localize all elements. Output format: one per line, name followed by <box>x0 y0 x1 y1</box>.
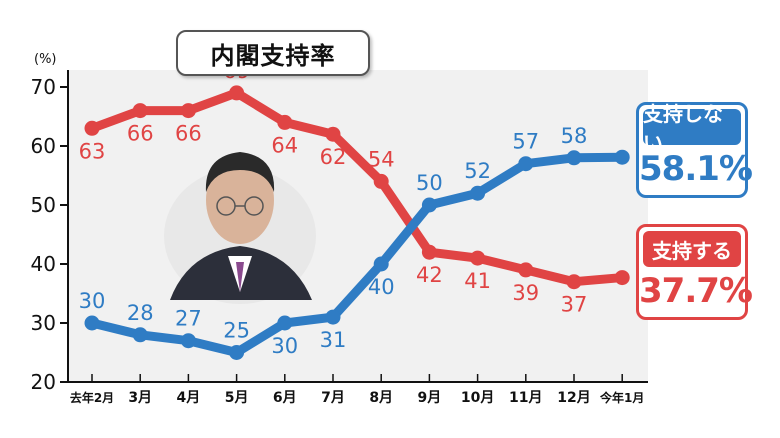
approve-point <box>566 274 582 290</box>
x-tick-label: 12月 <box>557 390 590 406</box>
y-tick-label: 20 <box>31 370 56 394</box>
approve-data-label: 39 <box>512 281 539 305</box>
y-tick-label: 70 <box>31 75 56 99</box>
approve-data-label: 66 <box>127 122 154 146</box>
approve-label: 支持する <box>643 231 741 267</box>
approve-data-label: 66 <box>175 122 202 146</box>
x-tick-label: 10月 <box>461 390 494 406</box>
y-axis-unit: (%) <box>34 52 57 67</box>
disapprove-value: 58.1% <box>639 149 753 189</box>
disapprove-point <box>614 149 630 165</box>
disapprove-point <box>132 327 148 343</box>
x-tick-label: 今年1月 <box>599 390 644 405</box>
disapprove-data-label: 28 <box>127 301 154 325</box>
y-tick-label: 40 <box>31 252 56 276</box>
approve-summary-box: 支持する 37.7% <box>636 224 753 320</box>
approve-point <box>518 262 534 278</box>
chart-title: 内閣支持率 <box>176 30 370 76</box>
approve-data-label: 62 <box>320 145 347 169</box>
approve-data-label: 64 <box>271 133 298 157</box>
approve-point <box>421 244 437 260</box>
approve-data-label: 42 <box>416 263 443 287</box>
approve-series-line <box>87 88 627 287</box>
disapprove-point <box>180 333 196 349</box>
y-tick-label: 60 <box>31 134 56 158</box>
approve-point <box>614 270 630 286</box>
data-labels: 6366666964625442413937302827253031405052… <box>79 59 588 358</box>
x-tick-label: 8月 <box>369 390 393 406</box>
y-tick-label: 30 <box>31 311 56 335</box>
approve-point <box>325 126 341 142</box>
approve-point <box>180 103 196 119</box>
disapprove-data-label: 31 <box>320 328 347 352</box>
disapprove-point <box>373 256 389 272</box>
x-tick-label: 5月 <box>225 390 249 406</box>
approve-point <box>277 114 293 130</box>
x-tick-label: 去年2月 <box>70 390 114 405</box>
x-tick-label: 7月 <box>321 390 345 406</box>
x-tick-label: 6月 <box>273 390 297 406</box>
plot-background <box>68 70 648 382</box>
approve-point <box>132 103 148 119</box>
disapprove-point <box>84 315 100 331</box>
disapprove-point <box>229 345 245 360</box>
x-tick-label: 3月 <box>128 390 152 406</box>
disapprove-point <box>325 309 341 325</box>
disapprove-data-label: 50 <box>416 171 443 195</box>
x-axis: 去年2月 3月 4月 5月 6月 7月 8月 9月 10月 11月 12月 今年1月 <box>70 374 644 406</box>
disapprove-series-line <box>87 152 627 357</box>
disapprove-data-label: 58 <box>561 124 588 148</box>
x-tick-label: 9月 <box>418 390 442 406</box>
disapprove-data-label: 30 <box>79 289 106 313</box>
disapprove-point <box>518 156 534 172</box>
approve-data-label: 54 <box>368 147 395 171</box>
disapprove-data-label: 30 <box>271 334 298 358</box>
disapprove-data-label: 25 <box>223 319 250 343</box>
approve-data-label: 63 <box>79 139 106 163</box>
x-tick-label: 11月 <box>509 390 542 406</box>
disapprove-point <box>566 150 582 166</box>
series-lines <box>84 85 630 360</box>
approve-point <box>373 173 389 189</box>
approve-value: 37.7% <box>639 271 753 311</box>
disapprove-data-label: 40 <box>368 275 395 299</box>
x-tick-label: 4月 <box>177 390 201 406</box>
portrait-photo <box>164 152 316 304</box>
disapprove-point <box>277 315 293 331</box>
disapprove-point <box>421 197 437 213</box>
y-axis: 20 30 40 50 60 70 <box>31 70 648 394</box>
y-tick-label: 50 <box>31 193 56 217</box>
approve-data-label: 41 <box>464 269 491 293</box>
approve-point <box>84 120 100 136</box>
disapprove-point <box>470 185 486 201</box>
approve-data-label: 37 <box>561 293 588 317</box>
approve-point <box>470 250 486 266</box>
disapprove-data-label: 57 <box>512 130 539 154</box>
approve-point <box>229 85 245 101</box>
disapprove-data-label: 27 <box>175 307 202 331</box>
disapprove-data-label: 52 <box>464 159 491 183</box>
disapprove-summary-box: 支持しない 58.1% <box>636 102 753 198</box>
disapprove-label: 支持しない <box>643 102 741 155</box>
